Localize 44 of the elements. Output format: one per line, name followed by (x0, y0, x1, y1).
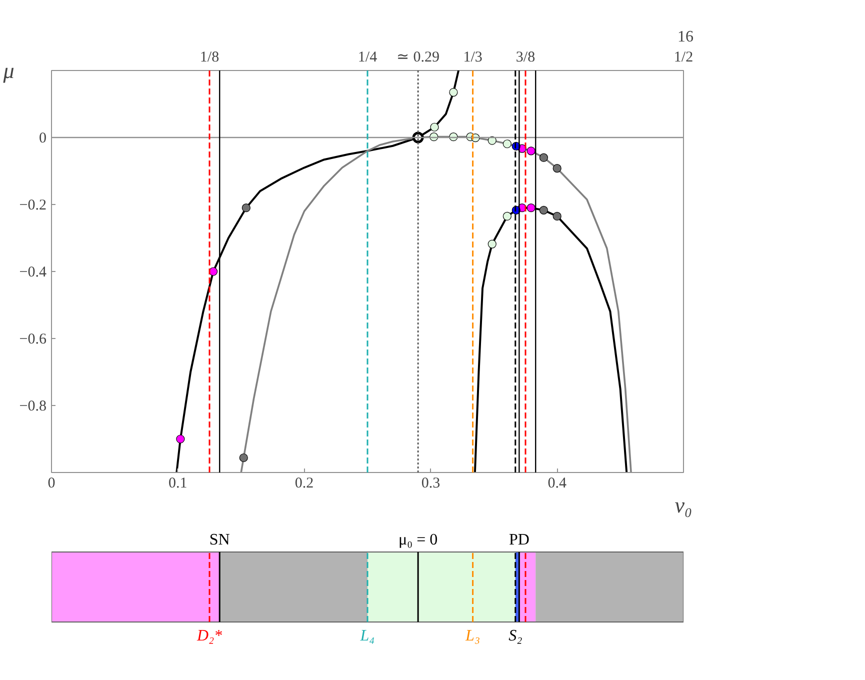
y-tick-label: 0 (39, 130, 46, 146)
ref-line-label: S₂ (508, 628, 523, 645)
ref-line-label: PD (508, 532, 530, 548)
x2-tick-label: 1/8 (200, 50, 220, 66)
text: 16 (678, 28, 694, 46)
y-axis-title: μ (2, 58, 14, 83)
point (526, 146, 536, 156)
ref-line-label: L₄ (359, 628, 375, 645)
x2-tick-label: ≃ 0.29 (396, 50, 440, 66)
x-tick-label: 0.4 (548, 476, 567, 492)
bar (220, 552, 368, 622)
point (488, 240, 496, 248)
point (176, 434, 185, 444)
x2-tick-label: 1/4 (358, 50, 378, 66)
y-tick-label: −0.6 (19, 332, 47, 348)
point (449, 88, 458, 97)
point (430, 122, 439, 132)
point (539, 206, 548, 214)
bar (536, 552, 684, 622)
point (502, 212, 512, 221)
bar (368, 552, 516, 622)
point (239, 453, 248, 462)
line-series (176, 70, 460, 472)
point (539, 153, 548, 162)
x-tick-label: 0.2 (294, 476, 314, 492)
y-tick-label: −0.4 (19, 264, 47, 280)
y-tick-label: −0.2 (19, 198, 47, 214)
point (552, 212, 562, 221)
ref-line-label: μ₀ = 0 (398, 532, 438, 548)
ref-line-label: L₃ (464, 628, 480, 645)
x-axis-title: ν₀ (674, 492, 692, 518)
point (242, 204, 250, 212)
x-tick-label: 0.3 (421, 476, 440, 492)
bar (52, 552, 220, 622)
y-tick-label: −0.8 (19, 398, 47, 414)
ref-line-label: SN (209, 532, 230, 548)
ref-line-label: D₂* (196, 628, 222, 645)
x2-tick-label: 1/3 (463, 50, 482, 66)
x-tick-label: 0.1 (168, 476, 188, 492)
x2-tick-label: 3/8 (516, 50, 536, 66)
x2-tick-label: 1/2 (674, 50, 694, 66)
point (526, 204, 536, 212)
point (552, 164, 562, 173)
point (502, 140, 512, 148)
